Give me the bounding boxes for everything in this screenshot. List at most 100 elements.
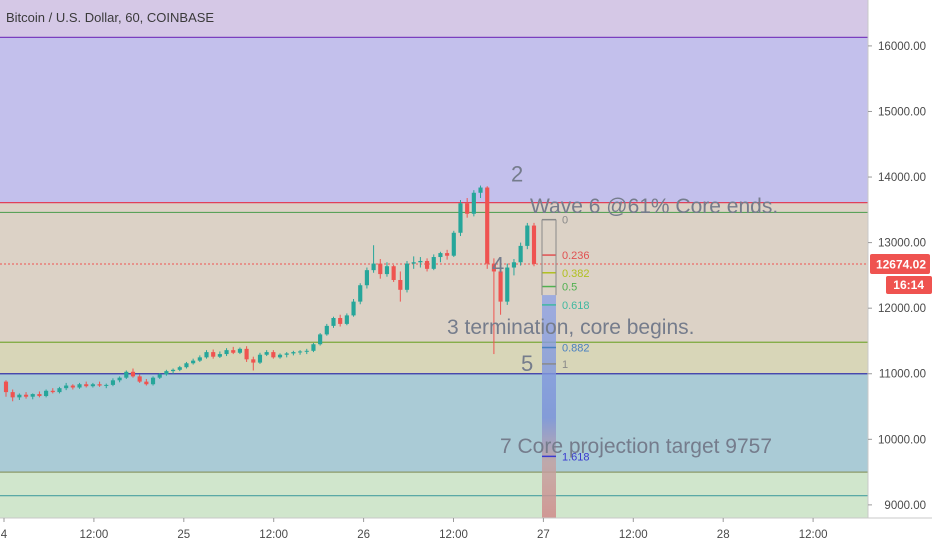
candle-body bbox=[378, 263, 383, 275]
x-tick-label: 26 bbox=[357, 529, 370, 541]
candle-body bbox=[104, 384, 109, 386]
candle-body bbox=[50, 390, 55, 393]
candle-body bbox=[217, 354, 222, 357]
horizontal-level-layer bbox=[0, 36, 868, 497]
x-tick-label: 12:00 bbox=[619, 529, 648, 541]
zone-band bbox=[0, 373, 868, 473]
candle-body bbox=[244, 348, 249, 360]
candle-body bbox=[157, 374, 162, 378]
candle-body bbox=[204, 352, 209, 358]
candle-body bbox=[471, 192, 476, 214]
candle-body bbox=[277, 354, 283, 358]
candle-body bbox=[23, 394, 29, 397]
candle-body bbox=[331, 318, 336, 326]
candle-body bbox=[478, 187, 483, 193]
candle-body bbox=[257, 354, 263, 363]
candle-body bbox=[445, 253, 450, 256]
candle-body bbox=[451, 232, 456, 256]
candle-body bbox=[318, 334, 323, 345]
candle-body bbox=[70, 385, 75, 388]
fib-level-label: 1 bbox=[562, 359, 568, 371]
price-axis-panel bbox=[868, 0, 932, 550]
fib-layer: 0 0.236 0.382 0.5 0.618 0.882 1 1.618 bbox=[541, 215, 590, 463]
candle-body bbox=[358, 285, 363, 302]
countdown-tag bbox=[886, 275, 932, 294]
candle-body bbox=[304, 350, 309, 352]
candle-body bbox=[251, 359, 256, 363]
y-tick-label: 14000.00 bbox=[878, 172, 926, 184]
y-tick-label: 16000.00 bbox=[878, 41, 926, 53]
candle-body bbox=[458, 203, 463, 233]
y-tick-label: 11000.00 bbox=[879, 369, 926, 381]
fib-level-label: 0.382 bbox=[562, 268, 590, 280]
zone-band bbox=[0, 202, 868, 343]
fib-level-label: 0.5 bbox=[562, 282, 577, 294]
y-tick-label: 9000.00 bbox=[884, 500, 926, 512]
candle-body bbox=[10, 392, 15, 398]
candle-body bbox=[164, 371, 169, 375]
fib-level-label: 1.618 bbox=[562, 451, 590, 463]
wave-annotation: Wave 6 @61% Core ends. bbox=[530, 195, 778, 218]
candle-body bbox=[224, 350, 229, 355]
projection-bar bbox=[542, 295, 556, 518]
candle-body bbox=[117, 377, 122, 381]
candle-body bbox=[351, 301, 356, 316]
candle-body bbox=[498, 271, 503, 302]
y-tick-label: 13000.00 bbox=[878, 238, 926, 250]
candle-body bbox=[505, 267, 510, 302]
candle-body bbox=[237, 348, 242, 353]
fib-level-label: 0.236 bbox=[562, 250, 590, 262]
candle-body bbox=[150, 377, 156, 385]
candle-body bbox=[465, 203, 470, 214]
candle-body bbox=[491, 263, 496, 272]
candle-body bbox=[431, 257, 436, 269]
candle-body bbox=[518, 245, 523, 263]
candle-body bbox=[311, 344, 316, 351]
wave-annotation: 5 bbox=[521, 351, 533, 376]
x-tick-label: 28 bbox=[717, 529, 730, 541]
candle-body bbox=[271, 352, 276, 358]
candle-body bbox=[77, 384, 82, 388]
zone-band bbox=[0, 472, 868, 518]
candle-body bbox=[438, 253, 443, 258]
candle-body bbox=[37, 394, 42, 397]
candle-body bbox=[411, 262, 416, 264]
candle-body bbox=[44, 390, 49, 397]
candle-body bbox=[338, 318, 343, 324]
candle-body bbox=[64, 385, 69, 389]
projection-layer bbox=[542, 295, 556, 518]
candle-body bbox=[371, 263, 376, 271]
candle-body bbox=[284, 353, 289, 355]
candle-body bbox=[90, 384, 95, 387]
candle-body bbox=[231, 350, 236, 353]
x-tick-label: 27 bbox=[537, 529, 550, 541]
candle-body bbox=[57, 388, 62, 393]
fib-level-label: 0.882 bbox=[562, 343, 590, 355]
symbol-title: Bitcoin / U.S. Dollar, 60, COINBASE bbox=[6, 10, 214, 25]
candle-body bbox=[17, 394, 22, 398]
candle-body bbox=[398, 279, 403, 290]
candle-body bbox=[418, 260, 423, 263]
candle-body bbox=[391, 266, 396, 280]
candle-body bbox=[110, 380, 116, 385]
time-axis-panel bbox=[0, 518, 932, 550]
candle-body bbox=[424, 260, 430, 269]
candle-body bbox=[171, 369, 176, 372]
wave-annotation: 2 bbox=[511, 161, 523, 186]
y-tick-label: 15000.00 bbox=[878, 106, 926, 118]
zone-band bbox=[0, 342, 868, 374]
candle-body bbox=[525, 225, 530, 246]
candle-body bbox=[197, 357, 202, 361]
candle-body bbox=[177, 367, 182, 370]
candle-body bbox=[485, 187, 490, 264]
zone-band bbox=[0, 37, 868, 203]
candle-body bbox=[291, 352, 296, 354]
candle-body bbox=[130, 371, 136, 377]
x-tick-label: 12:00 bbox=[799, 529, 828, 541]
last-price-value: 12674.02 bbox=[876, 257, 926, 271]
x-tick-label: 12:00 bbox=[80, 529, 109, 541]
candle-body bbox=[511, 262, 517, 268]
